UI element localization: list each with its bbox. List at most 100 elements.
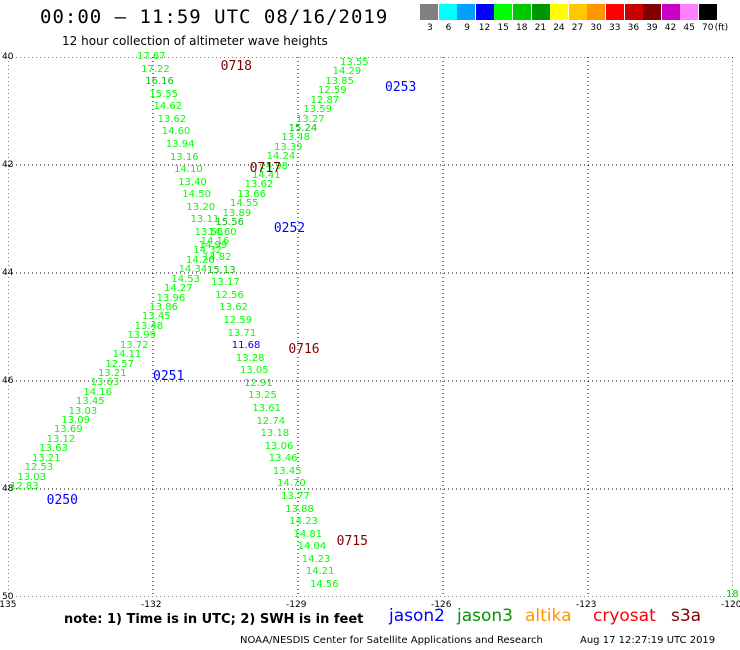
swh-value: 14.98 [259,160,288,172]
pass-time-label: 0250 [46,493,78,509]
legend-swatch [457,4,476,20]
swh-value: 13.03 [17,471,46,483]
legend-label: 9 [464,23,470,33]
swh-value: 11.68 [231,340,261,352]
swh-value: 13.88 [285,503,314,515]
swh-value: 14.10 [174,164,203,176]
legend-label: 70 [702,23,714,33]
legend-label: 27 [571,23,584,33]
swh-value: 13.45 [272,465,302,477]
legend-unit: (ft) [714,23,729,33]
swh-value: 13.16 [169,151,199,163]
map-frame [7,56,734,598]
legend-swatch [513,4,531,20]
swh-value: 13.03 [68,405,98,417]
swh-value: 13.86 [149,301,178,313]
pass-time-label: 0715 [336,533,368,549]
swh-value: 14.70 [277,478,306,490]
footer-generated-time: Aug 17 12:27:19 UTC 2019 [580,635,716,646]
lat-tick-label: 46 [2,376,14,386]
swh-value: 13.62 [219,302,249,314]
swh-value: 13.61 [252,403,281,414]
swh-value: 14.62 [153,101,183,113]
swh-value: 14.24 [266,151,296,163]
swh-value: 14.16 [83,386,112,398]
legend-swatch [420,4,438,20]
swh-value: 13.63 [90,377,120,389]
swh-value: 13.59 [303,104,332,116]
legend-label: 3 [427,23,433,33]
lat-tick-label: 50 [2,592,14,602]
legend-swatch [587,4,606,20]
swh-value: 13.72 [120,339,149,351]
legend-swatch [643,4,662,20]
swh-value: 14.34 [178,264,208,276]
legend-swatch [550,4,569,20]
swh-value: 14.99 [198,239,228,251]
swh-value: 17.67 [137,51,166,62]
swh-value: 13.66 [237,188,266,200]
swh-value: 14.04 [297,541,327,553]
swh-value: 12.74 [256,415,286,427]
swh-value: 12.87 [310,94,340,106]
pass-time-label: 0718 [220,58,252,74]
swh-value: 15.24 [288,122,318,134]
swh-value: 13.48 [134,320,164,332]
swh-value: 12.56 [215,289,244,301]
legend-label: 42 [664,23,677,33]
satellite-name: s3a [671,606,702,626]
satellite-name: cryosat [593,606,656,626]
legend-label: 24 [553,23,565,33]
swh-value: 13.28 [235,352,265,364]
swh-value: 13.45 [76,396,105,408]
swh-value: 14.23 [301,553,331,565]
legend-swatch [531,4,550,20]
swh-value: 12.83 [10,481,39,492]
legend-label: 21 [534,23,547,33]
lon-tick-label: -120 [721,600,740,610]
lat-tick-label: 42 [2,160,14,170]
swh-value: 13.45 [142,311,171,323]
legend-swatch [661,4,680,20]
legend-label: 45 [683,23,695,33]
swh-value: 14.82 [202,252,232,264]
legend-swatch [624,4,643,20]
swh-value: 13.62 [157,113,187,125]
swh-value: 13.20 [186,201,216,213]
swh-value: 13.18 [260,428,290,440]
swh-value: 13.46 [268,453,298,465]
swh-value: 13.05 [239,365,269,377]
map-subtitle: 12 hour collection of altimeter wave hei… [62,34,328,48]
lon-tick-label: -129 [286,600,307,610]
swh-value: 13.69 [54,424,83,436]
swh-value: 12.91 [244,377,273,389]
pass-time-label: 0253 [385,80,417,96]
pass-time-label: 0716 [288,342,320,358]
swh-value: 13.89 [222,207,252,219]
swh-value: 13.48 [281,132,310,144]
swh-value: 13.56 [194,227,224,238]
swh-value: 13.94 [165,139,195,150]
lon-tick-label: -132 [141,600,162,610]
swh-value: 12.57 [105,358,134,370]
legend-label: 15 [497,23,509,33]
swh-value: 14.32 [193,245,222,257]
swh-value: 14.56 [310,579,339,590]
legend-swatch [680,4,699,20]
legend-label: 33 [609,23,621,33]
lat-tick-label: 44 [2,268,14,278]
swh-value: 13.17 [211,277,240,289]
lon-tick-label: -135 [0,600,17,610]
pass-time-label: 0252 [273,220,306,236]
swh-value: 14.21 [305,566,335,578]
footer-note: note: 1) Time is in UTC; 2) SWH is in fe… [64,612,364,627]
swh-value: 18 [726,589,739,600]
swh-value: 14.26 [186,254,215,266]
footer-credit: NOAA/NESDIS Center for Satellite Applica… [240,635,543,646]
swh-value: 15.56 [215,217,244,229]
swh-value: 16.16 [145,76,174,88]
swh-value: 13.96 [156,292,186,304]
map-svg [7,56,734,598]
pass-time-label: 0717 [249,161,281,177]
legend-label: 36 [627,23,640,33]
